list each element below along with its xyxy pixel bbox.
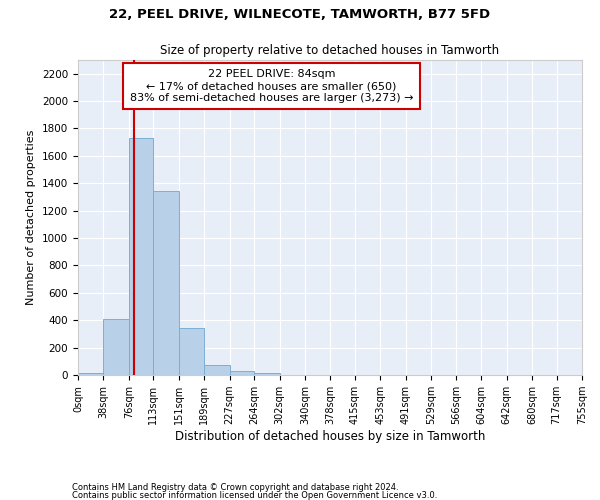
Bar: [179, 328, 204, 375]
Text: Contains HM Land Registry data © Crown copyright and database right 2024.: Contains HM Land Registry data © Crown c…: [72, 484, 398, 492]
X-axis label: Distribution of detached houses by size in Tamworth: Distribution of detached houses by size …: [175, 430, 485, 443]
Text: 22, PEEL DRIVE, WILNECOTE, TAMWORTH, B77 5FD: 22, PEEL DRIVE, WILNECOTE, TAMWORTH, B77…: [109, 8, 491, 20]
Bar: [230, 371, 254, 375]
Y-axis label: Number of detached properties: Number of detached properties: [26, 130, 37, 305]
Bar: [254, 372, 280, 375]
Bar: [78, 373, 103, 375]
Text: 22 PEEL DRIVE: 84sqm
← 17% of detached houses are smaller (650)
83% of semi-deta: 22 PEEL DRIVE: 84sqm ← 17% of detached h…: [130, 70, 413, 102]
Bar: [103, 319, 129, 375]
Bar: [129, 138, 154, 375]
Bar: [154, 191, 179, 375]
Text: Contains public sector information licensed under the Open Government Licence v3: Contains public sector information licen…: [72, 490, 437, 500]
Bar: [204, 364, 230, 375]
Title: Size of property relative to detached houses in Tamworth: Size of property relative to detached ho…: [160, 44, 500, 58]
